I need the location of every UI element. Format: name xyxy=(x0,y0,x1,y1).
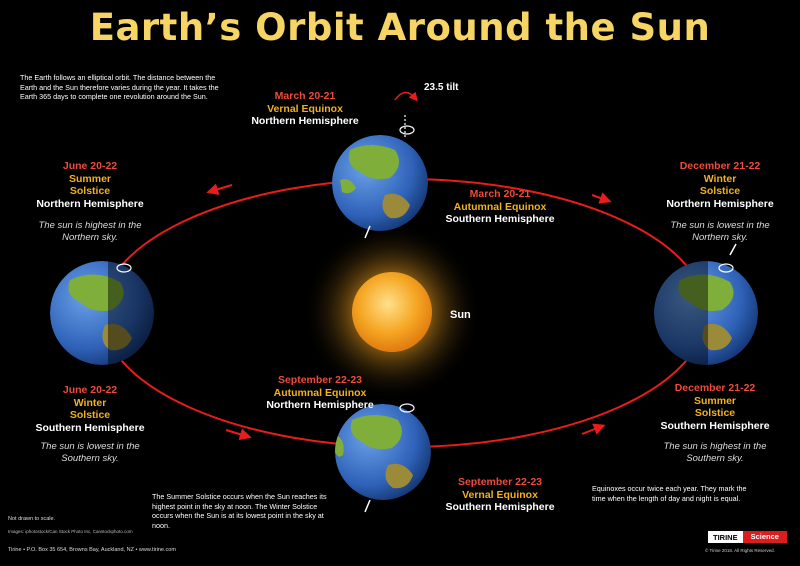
left-bottom-block: June 20-22 Winter Solstice Southern Hemi… xyxy=(20,384,160,434)
left-top-note: The sun is highest in the Northern sky. xyxy=(38,220,142,243)
left-top-hemisphere: Northern Hemisphere xyxy=(36,197,144,210)
right-top-hemisphere: Northern Hemisphere xyxy=(666,197,774,210)
bottom-block: September 22-23 Vernal Equinox Southern … xyxy=(425,476,575,514)
left-bottom-hemisphere: Southern Hemisphere xyxy=(35,421,145,434)
left-top-event2: Solstice xyxy=(69,185,111,197)
right-top-block: December 21-22 Winter Solstice Northern … xyxy=(650,160,790,210)
images-credit: Images: iphotostock/Can Stock Photo Inc,… xyxy=(8,529,133,534)
right-bottom-note: The sun is highest in the Southern sky. xyxy=(663,441,767,464)
solstice-note: The Summer Solstice occurs when the Sun … xyxy=(152,492,327,530)
bottom-inner-block: September 22-23 Autumnal Equinox Norther… xyxy=(245,374,395,412)
left-top-event1: Summer xyxy=(68,172,111,185)
bottom-event: Vernal Equinox xyxy=(462,488,538,501)
top-date: March 20-21 xyxy=(274,90,336,102)
right-top-note: The sun is lowest in the Northern sky. xyxy=(670,220,770,243)
tilt-label: 23.5 tilt xyxy=(424,82,459,93)
sun xyxy=(352,272,432,352)
left-bottom-event2: Solstice xyxy=(69,409,111,421)
bottom-inner-date: September 22-23 xyxy=(277,374,363,386)
bottom-date: September 22-23 xyxy=(457,476,543,488)
right-bottom-event2: Solstice xyxy=(694,407,736,419)
equinox-note: Equinoxes occur twice each year. They ma… xyxy=(592,484,747,503)
orbit-arrow-left xyxy=(206,183,233,196)
right-bottom-block: December 21-22 Summer Solstice Southern … xyxy=(645,382,785,432)
earth-bottom xyxy=(335,404,431,500)
page-title: Earth’s Orbit Around the Sun xyxy=(89,6,711,49)
top-block: March 20-21 Vernal Equinox Northern Hemi… xyxy=(235,90,375,128)
right-top-event1: Winter xyxy=(703,172,737,185)
bottom-inner-event: Autumnal Equinox xyxy=(273,386,367,399)
brand-left: TIRINE xyxy=(708,531,743,543)
right-top-event2: Solstice xyxy=(699,185,741,197)
sun-label: Sun xyxy=(450,309,471,321)
right-bottom-date: December 21-22 xyxy=(674,382,756,394)
orbit-arrow-bottom-left xyxy=(225,428,252,441)
top-hemisphere: Northern Hemisphere xyxy=(251,115,359,127)
left-bottom-event1: Winter xyxy=(73,396,107,409)
scale-note: Not drawn to scale. xyxy=(8,516,56,522)
earth-top xyxy=(332,135,428,231)
right-top-date: December 21-22 xyxy=(679,160,761,172)
earth-left xyxy=(50,261,154,365)
left-top-date: June 20-22 xyxy=(62,160,118,172)
tilt-arrow xyxy=(394,91,418,102)
left-bottom-date: June 20-22 xyxy=(62,384,118,396)
brand-logo: TIRINE Science xyxy=(708,531,787,543)
left-top-block: June 20-22 Summer Solstice Northern Hemi… xyxy=(20,160,160,210)
top-inner-event: Autumnal Equinox xyxy=(453,200,547,213)
brand-right: Science xyxy=(742,531,787,543)
orbit-arrow-bottom-right xyxy=(581,423,606,435)
footer-text: Tirine • P.O. Box 35 654, Browns Bay, Au… xyxy=(8,547,176,553)
right-bottom-event1: Summer xyxy=(693,394,736,407)
top-inner-date: March 20-21 xyxy=(469,188,531,200)
bottom-inner-hemisphere: Northern Hemisphere xyxy=(266,399,374,411)
earth-right xyxy=(654,261,758,365)
top-event: Vernal Equinox xyxy=(267,102,343,115)
left-bottom-note: The sun is lowest in the Southern sky. xyxy=(40,441,140,464)
right-bottom-hemisphere: Southern Hemisphere xyxy=(660,419,770,432)
copyright: © Tirine 2018. All Rights Reserved. xyxy=(705,548,775,553)
top-inner-hemisphere: Southern Hemisphere xyxy=(445,213,555,225)
top-inner-block: March 20-21 Autumnal Equinox Southern He… xyxy=(430,188,570,226)
intro-text: The Earth follows an elliptical orbit. T… xyxy=(20,73,219,101)
orbit-arrow-top-right xyxy=(591,192,612,204)
bottom-hemisphere: Southern Hemisphere xyxy=(445,501,555,513)
